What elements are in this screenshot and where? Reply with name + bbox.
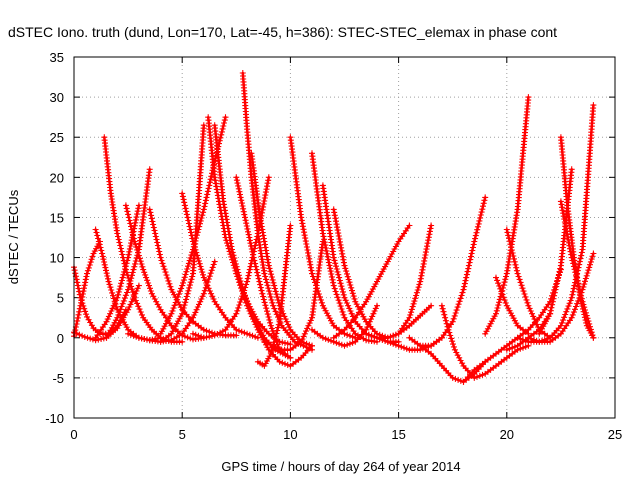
series-markers (309, 302, 380, 349)
x-axis-label: GPS time / hours of day 264 of year 2014 (221, 459, 460, 474)
y-tick-label: 10 (50, 251, 64, 266)
series-markers (287, 134, 359, 341)
series-arc-34 (460, 266, 564, 385)
series-markers (103, 166, 153, 341)
series-markers (233, 270, 315, 369)
series-arc-21 (254, 222, 294, 369)
series-layer (71, 70, 597, 385)
series-line (483, 95, 530, 336)
series-markers (157, 122, 207, 345)
series-markers (438, 302, 532, 381)
series-markers (482, 94, 532, 337)
x-tick-label: 15 (391, 427, 405, 442)
series-markers (557, 198, 597, 341)
y-tick-label: 35 (50, 50, 64, 65)
series-arc-42 (557, 198, 597, 341)
series-arc-31 (417, 194, 489, 349)
y-tick-label: 5 (57, 291, 64, 306)
series-markers (125, 258, 218, 345)
series-line (332, 224, 411, 340)
series-arc-13 (157, 122, 207, 345)
series-markers (406, 334, 489, 385)
series-arc-26 (309, 302, 380, 349)
series-markers (417, 194, 489, 349)
y-tick-label: -5 (52, 371, 64, 386)
series-arc-27 (330, 222, 413, 341)
series-arc-24 (309, 150, 380, 345)
y-tick-label: 0 (57, 331, 64, 346)
series-markers (248, 150, 315, 349)
series-arc-10 (125, 258, 218, 345)
series-arc-19 (233, 270, 315, 369)
y-tick-labels: -10 -5 0 5 10 15 20 25 30 35 (45, 50, 64, 426)
y-tick-label: -10 (45, 411, 64, 426)
y-tick-label: 15 (50, 210, 64, 225)
x-tick-label: 20 (500, 427, 514, 442)
y-axis-label: dSTEC / TECUs (6, 189, 21, 284)
series-arc-33 (438, 302, 532, 381)
x-tick-label: 10 (283, 427, 297, 442)
y-tick-label: 25 (50, 130, 64, 145)
series-arc-8 (103, 166, 153, 341)
series-arc-43 (503, 310, 554, 353)
series-line (235, 272, 314, 368)
x-tick-label: 0 (70, 427, 77, 442)
series-markers (309, 150, 380, 345)
x-tick-label: 5 (179, 427, 186, 442)
plot-frame (73, 56, 616, 419)
series-markers (330, 222, 413, 341)
series-markers (503, 310, 554, 353)
series-arc-23 (287, 134, 359, 341)
chart-title: dSTEC Iono. truth (dund, Lon=170, Lat=-4… (8, 24, 557, 40)
series-arc-36 (482, 94, 532, 337)
y-tick-label: 30 (50, 90, 64, 105)
x-tick-label: 25 (608, 427, 622, 442)
y-tick-label: 20 (50, 170, 64, 185)
x-tick-labels: 0 5 10 15 20 25 (70, 427, 622, 442)
